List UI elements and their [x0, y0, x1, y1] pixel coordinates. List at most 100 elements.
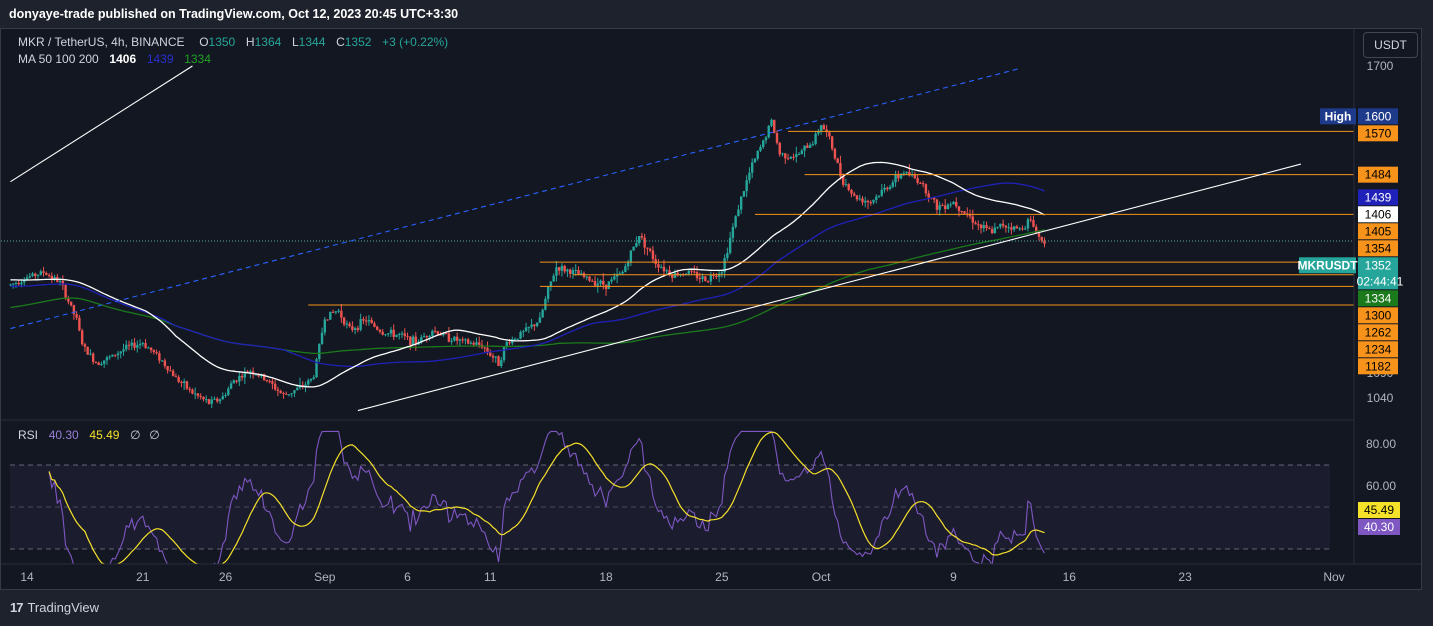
candle-body: [373, 323, 376, 327]
candle-body: [1012, 226, 1016, 230]
candle-body: [704, 276, 707, 282]
candle-body: [265, 379, 269, 382]
candle-body: [466, 339, 470, 344]
candle-body: [855, 195, 859, 200]
candle-body: [519, 332, 522, 339]
candle-body: [108, 356, 111, 358]
candle-body: [811, 143, 815, 145]
candle-body: [384, 334, 387, 336]
candle-body: [949, 204, 952, 206]
candle-body: [353, 328, 357, 330]
candle-body: [304, 384, 307, 387]
publish-info-text: donyaye-trade published on TradingView.c…: [9, 7, 459, 21]
candle-body: [12, 283, 15, 285]
rsi-legend[interactable]: RSI 40.30 45.49 ∅ ∅: [18, 428, 160, 442]
price-label-box: [1358, 324, 1398, 341]
candle-body: [979, 224, 983, 229]
candle-body: [781, 153, 784, 155]
candle-body: [478, 342, 481, 345]
trendline: [10, 65, 193, 183]
candle-body: [924, 184, 928, 194]
candle-body: [1032, 220, 1035, 227]
candle-body: [530, 324, 533, 328]
candle-body: [271, 381, 274, 384]
candle-body: [828, 132, 831, 137]
candle-body: [977, 224, 980, 226]
candle-body: [431, 330, 434, 337]
candle-body: [171, 370, 175, 377]
candle-body: [433, 330, 437, 332]
candle-body: [825, 129, 828, 133]
candle-body: [39, 271, 42, 275]
candle-body: [637, 236, 641, 244]
candle-body: [541, 309, 544, 318]
candle-body: [571, 270, 575, 275]
tradingview-logo[interactable]: 17 TradingView: [10, 600, 99, 615]
candle-body: [243, 371, 247, 378]
candle-body: [28, 276, 31, 278]
price-label-countdown: 02:44:41: [1357, 274, 1404, 288]
candle-body: [588, 276, 591, 281]
candles: [9, 118, 1046, 409]
candle-body: [403, 333, 406, 336]
candle-body: [351, 326, 354, 330]
candle-body: [105, 357, 109, 361]
candle-body: [894, 174, 897, 183]
rsi-pane[interactable]: [10, 430, 1330, 565]
candle-body: [378, 329, 382, 332]
ma200-value: 1334: [184, 52, 211, 66]
candle-body: [422, 336, 426, 338]
candle-body: [585, 276, 588, 278]
candle-body: [491, 355, 495, 358]
candle-body: [662, 266, 666, 272]
candle-body: [240, 376, 244, 378]
ma-legend[interactable]: MA 50 100 200 1406 1439 1334: [18, 52, 211, 66]
candle-body: [100, 363, 103, 366]
time-tick-label: 11: [484, 570, 497, 584]
candle-body: [458, 339, 462, 341]
candle-body: [665, 270, 668, 272]
symbol-title[interactable]: MKR / TetherUS, 4h, BINANCE: [18, 35, 185, 49]
time-tick-label: 21: [136, 570, 150, 584]
candle-body: [546, 286, 550, 299]
candle-body: [182, 381, 186, 383]
candle-body: [331, 311, 335, 313]
candle-body: [254, 374, 258, 376]
candle-body: [767, 125, 770, 138]
candle-body: [830, 136, 834, 149]
candle-body: [119, 351, 122, 354]
candle-body: [762, 140, 765, 148]
candle-body: [64, 285, 67, 299]
time-tick-label: 23: [1178, 570, 1192, 584]
candle-body: [83, 344, 87, 347]
candle-body: [207, 399, 211, 404]
candle-body: [185, 381, 189, 389]
currency-button[interactable]: USDT: [1363, 32, 1418, 58]
candle-body: [621, 271, 624, 274]
candle-body: [312, 377, 315, 379]
candle-body: [952, 201, 955, 205]
candle-body: [152, 350, 156, 353]
time-tick-label: 9: [950, 570, 957, 584]
rsi-extra-2: ∅: [149, 428, 160, 442]
rsi-label: RSI: [18, 428, 39, 442]
candle-body: [1026, 219, 1030, 229]
candle-body: [657, 264, 660, 268]
candle-body: [455, 336, 459, 341]
candle-body: [643, 237, 646, 248]
candle-body: [941, 205, 944, 207]
price-pane[interactable]: [1, 65, 1354, 412]
candle-body: [533, 324, 536, 327]
candle-body: [745, 180, 748, 192]
candle-body: [974, 222, 977, 225]
rsi-extra-1: ∅: [130, 428, 141, 442]
price-label-1405: 1405: [1358, 223, 1398, 240]
candle-body: [993, 227, 997, 233]
price-label-text: 1334: [1365, 291, 1392, 305]
candle-body: [877, 195, 881, 197]
candle-body: [784, 153, 787, 159]
candle-body: [985, 225, 988, 229]
price-label-box: [1358, 240, 1398, 257]
candle-body: [883, 187, 886, 190]
